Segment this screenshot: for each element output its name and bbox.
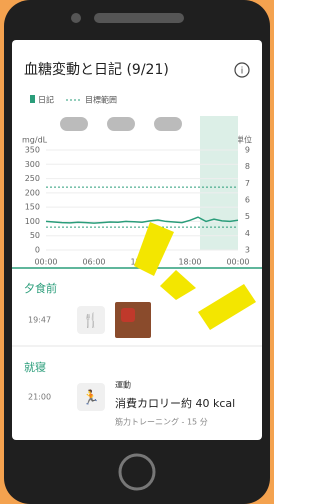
y2-tick-label: 6 xyxy=(245,196,250,205)
y2-tick-label: 9 xyxy=(245,146,250,155)
y-tick-label: 350 xyxy=(25,146,40,155)
entry-detail: 筋力トレーニング - 15 分 xyxy=(115,417,208,427)
entry-main: 消費カロリー約 40 kcal xyxy=(115,396,235,410)
y-tick-label: 0 xyxy=(35,246,40,255)
section-title: 夕食前 xyxy=(24,281,57,295)
y-tick-label: 300 xyxy=(25,160,40,169)
y2-tick-label: 4 xyxy=(245,229,250,238)
entry-time: 19:47 xyxy=(28,316,51,325)
camera xyxy=(71,13,81,23)
y2-tick-label: 8 xyxy=(245,162,250,171)
entry-category: 運動 xyxy=(115,381,131,390)
section-title: 就寝 xyxy=(24,360,46,374)
meal-glyph: 🍴 xyxy=(82,312,99,329)
info-glyph: i xyxy=(241,67,244,77)
legend-diary: 日記 xyxy=(38,95,54,105)
y2-tick-label: 5 xyxy=(245,212,250,221)
exercise-glyph: 🏃 xyxy=(82,389,99,406)
y-tick-label: 250 xyxy=(25,174,40,183)
y-axis-label: mg/dL xyxy=(22,136,48,145)
legend-icon xyxy=(30,95,35,103)
y-tick-label: 200 xyxy=(25,188,40,197)
y-tick-label: 50 xyxy=(30,231,40,240)
badge[interactable] xyxy=(107,117,135,131)
x-tick-label: 00:00 xyxy=(34,258,57,267)
entry-time: 21:00 xyxy=(28,393,51,402)
y-tick-label: 100 xyxy=(25,217,40,226)
selected-range xyxy=(200,116,238,250)
title: 血糖変動と日記 (9/21) xyxy=(24,61,169,78)
y-tick-label: 150 xyxy=(25,203,40,212)
badge[interactable] xyxy=(154,117,182,131)
x-tick-label: 06:00 xyxy=(82,258,105,267)
x-tick-label: 18:00 xyxy=(178,258,201,267)
legend-target: 目標範囲 xyxy=(85,95,117,105)
badge[interactable] xyxy=(60,117,88,131)
speaker xyxy=(94,13,184,23)
y2-axis-label: 単位 xyxy=(236,135,252,145)
screen: 血糖変動と日記 (9/21) i 日記 目標範囲 2 mg/dL 単位 0501… xyxy=(0,0,274,504)
x-tick-label: 00:00 xyxy=(226,258,249,267)
meal-photo-detail xyxy=(121,308,135,322)
y2-tick-label: 7 xyxy=(245,179,250,188)
y2-tick-label: 3 xyxy=(245,246,250,255)
page: 血糖変動と日記 (9/21) i 日記 目標範囲 2 mg/dL 単位 0501… xyxy=(0,0,274,504)
